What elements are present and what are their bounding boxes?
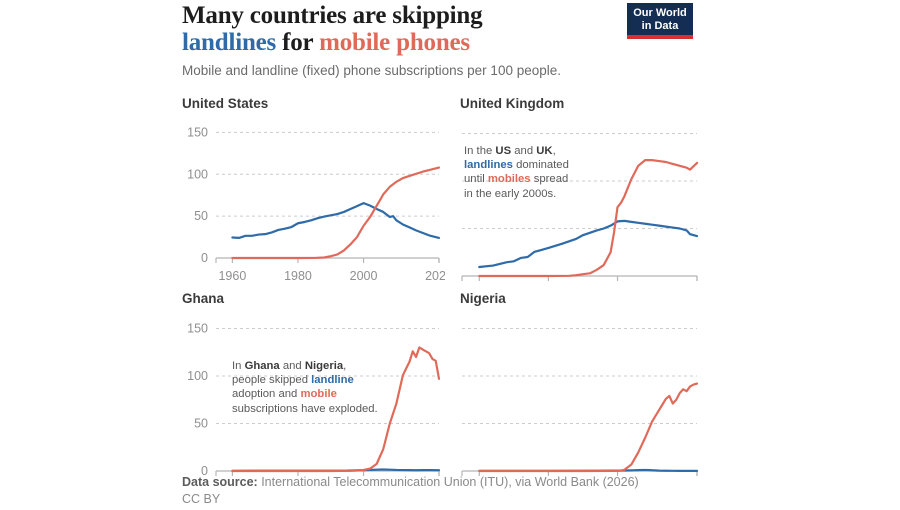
ghana-note-ghana: Ghana — [244, 360, 280, 372]
our-world-in-data-logo[interactable]: Our World in Data — [627, 3, 693, 39]
panel-title-ghana: Ghana — [182, 291, 225, 306]
svg-text:150: 150 — [187, 322, 208, 336]
uk-note-part-7: in the early 2000s. — [464, 187, 557, 200]
plot-united-kingdom[interactable]: In the US and UK, landlines dominated un… — [460, 118, 703, 288]
uk-note-part-3: , — [552, 145, 556, 157]
svg-text:150: 150 — [187, 125, 208, 139]
panel-title-united-kingdom: United Kingdom — [460, 96, 565, 111]
svg-text:100: 100 — [187, 369, 208, 383]
panel-united-kingdom: United Kingdom In the US and UK, landlin… — [460, 96, 703, 288]
plot-ghana[interactable]: 0 50 100 150 In Ghana and Nigeria, people s… — [182, 313, 445, 483]
title-for: for — [276, 29, 320, 56]
uk-note-mobiles: mobiles — [487, 173, 531, 186]
title-landlines: landlines — [182, 29, 277, 56]
svg-text:2023: 2023 — [425, 269, 445, 283]
svg-text:50: 50 — [194, 209, 208, 223]
plot-united-states[interactable]: 0 50 100 150 1960 1980 2000 2023 — [182, 118, 445, 288]
svg-text:100: 100 — [187, 167, 208, 181]
annotation-uk: In the US and UK, landlines dominated un… — [464, 144, 589, 201]
svg-text:0: 0 — [201, 464, 208, 478]
uk-note-uk: UK — [536, 145, 553, 157]
annotation-ghana: In Ghana and Nigeria, people skipped lan… — [232, 359, 392, 416]
panel-title-nigeria: Nigeria — [460, 291, 506, 306]
uk-note-part-1: In the — [464, 145, 496, 157]
svg-text:50: 50 — [194, 417, 208, 431]
svg-text:2000: 2000 — [350, 269, 378, 283]
ghana-note-part-1: In — [232, 360, 245, 372]
uk-note-part-4: dominated — [512, 159, 569, 172]
chart-subtitle: Mobile and landline (fixed) phone subscr… — [182, 63, 561, 78]
uk-note-landlines: landlines — [464, 159, 513, 172]
title-mobile-phones: mobile phones — [319, 29, 470, 56]
plot-svg-nigeria — [461, 328, 699, 476]
source-text: International Telecommunication Union (I… — [257, 475, 639, 489]
panel-nigeria: Nigeria — [460, 291, 703, 483]
title-line-1: Many countries are skipping — [182, 2, 483, 29]
uk-note-part-2: and — [511, 145, 537, 157]
plot-svg-united-states: 0 50 100 150 1960 1980 2000 2023 — [187, 125, 445, 283]
panel-united-states: United States 0 50 100 150 1960 1980 2000 2023 — [182, 96, 445, 288]
ghana-note-landline: landline — [311, 374, 354, 387]
uk-note-part-5: until — [464, 173, 488, 186]
logo-line-1: Our World — [633, 7, 687, 19]
plot-svg-ghana: 0 50 100 150 — [187, 322, 441, 478]
uk-note-us: US — [495, 145, 512, 157]
ghana-note-part-2: and — [279, 360, 305, 372]
uk-note-part-6: spread — [530, 173, 569, 186]
source-label: Data source: — [182, 475, 258, 489]
svg-text:1980: 1980 — [284, 269, 312, 283]
ghana-note-part-5: adoption and — [232, 388, 301, 401]
panel-ghana: Ghana 0 50 100 150 In Ghana and Nigeria, pe… — [182, 291, 445, 483]
plot-svg-united-kingdom — [461, 133, 699, 281]
logo-line-2: in Data — [641, 19, 679, 32]
ghana-note-nigeria: Nigeria — [304, 360, 344, 372]
chart-footer: Data source: International Telecommunica… — [182, 474, 782, 508]
svg-text:0: 0 — [201, 251, 208, 265]
plot-nigeria[interactable] — [460, 313, 703, 483]
license-label[interactable]: CC BY — [182, 492, 221, 506]
ghana-note-mobile: mobile — [300, 388, 337, 401]
page-title: Many countries are skipping landlines fo… — [182, 2, 702, 56]
svg-text:1960: 1960 — [218, 269, 246, 283]
panel-title-united-states: United States — [182, 96, 269, 111]
ghana-note-part-6: subscriptions have exploded. — [232, 402, 378, 415]
chart-header: Many countries are skipping landlines fo… — [182, 2, 702, 79]
ghana-note-part-4: people skipped — [232, 374, 312, 387]
ghana-note-part-3: , — [343, 360, 347, 372]
